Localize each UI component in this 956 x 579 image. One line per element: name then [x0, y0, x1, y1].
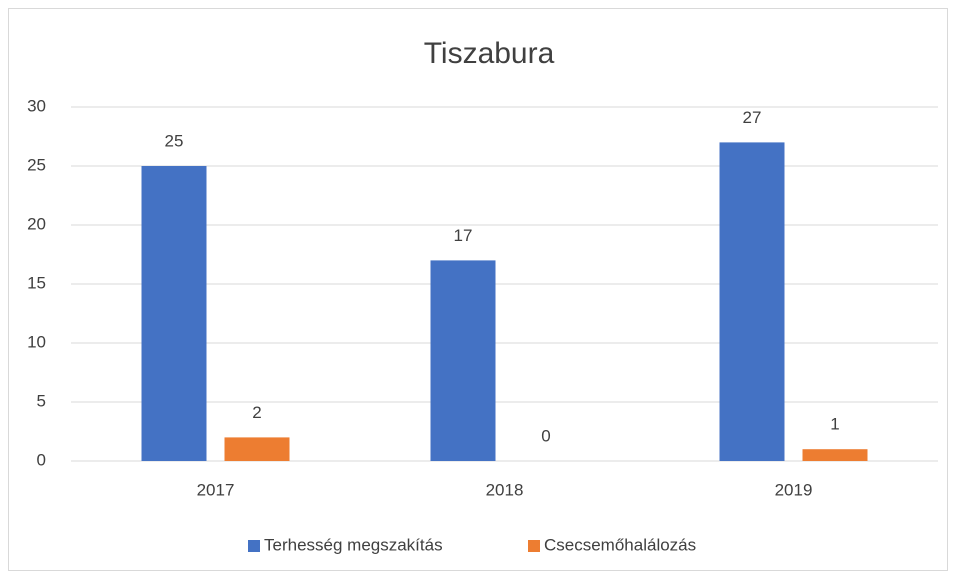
legend-swatch: [528, 540, 540, 552]
data-label: 2: [252, 403, 261, 422]
y-tick-label: 5: [37, 391, 46, 410]
data-label: 25: [165, 131, 184, 150]
y-tick-label: 10: [27, 332, 46, 351]
x-tick-label: 2018: [486, 480, 524, 499]
y-tick-label: 0: [37, 450, 46, 469]
bar: [224, 437, 290, 461]
y-tick-label: 20: [27, 214, 46, 233]
data-label: 1: [830, 415, 839, 434]
bar: [430, 260, 496, 461]
bar: [719, 142, 785, 461]
chart-title: Tiszabura: [424, 37, 555, 70]
y-tick-label: 15: [27, 273, 46, 292]
data-label: 17: [454, 226, 473, 245]
data-label: 27: [743, 108, 762, 127]
legend-label: Terhesség megszakítás: [264, 535, 443, 554]
legend-swatch: [248, 540, 260, 552]
y-tick-label: 25: [27, 155, 46, 174]
x-tick-label: 2019: [775, 480, 813, 499]
data-label: 0: [541, 426, 550, 445]
legend-label: Csecsemőhalálozás: [544, 535, 696, 554]
x-tick-label: 2017: [197, 480, 235, 499]
y-tick-label: 30: [27, 96, 46, 115]
bar: [802, 449, 868, 461]
bar: [141, 166, 207, 461]
